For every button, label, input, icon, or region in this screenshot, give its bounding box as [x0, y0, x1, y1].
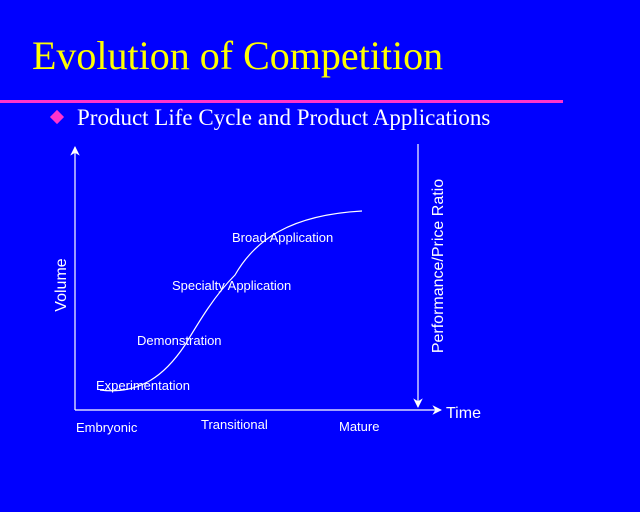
stage-label-embryonic: Embryonic: [76, 420, 138, 435]
volume-axis-label: Volume: [53, 258, 70, 312]
slide-title: Evolution of Competition: [32, 33, 444, 78]
performance-price-ratio-label: Performance/Price Ratio: [430, 178, 447, 354]
curve-label-specialty-application: Specialty Application: [172, 278, 292, 293]
time-axis-label: Time: [446, 405, 481, 422]
title-divider: [0, 100, 563, 103]
stage-label-mature: Mature: [339, 419, 380, 434]
stage-label-transitional: Transitional: [201, 417, 268, 432]
s-curve: [99, 210, 363, 392]
bullet-text: Product Life Cycle and Product Applicati…: [77, 105, 491, 130]
curve-label-broad-application: Broad Application: [232, 230, 334, 245]
curve-label-experimentation: Experimentation: [96, 378, 190, 393]
curve-label-demonstration: Demonstration: [137, 333, 222, 348]
